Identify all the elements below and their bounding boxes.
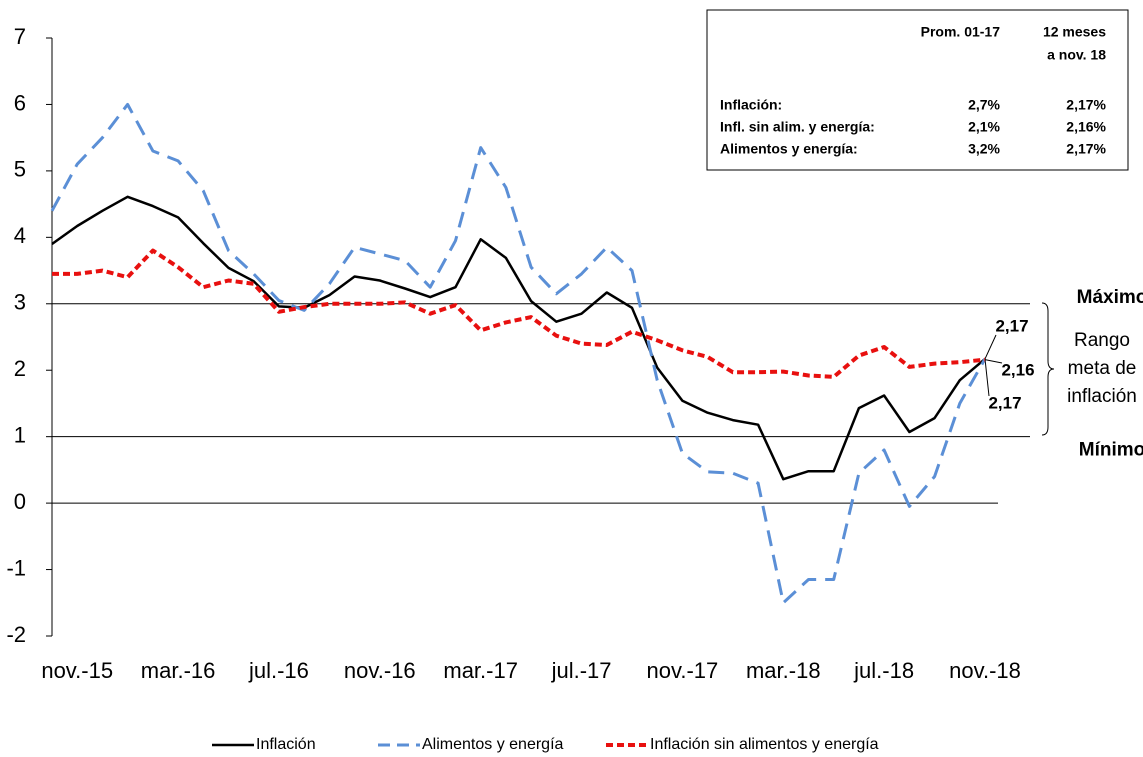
y-tick-label: 3 [14,290,26,315]
legend-label: Inflación [256,736,316,753]
table-cell: 2,17% [1066,141,1106,157]
x-tick-label: jul.-17 [551,658,612,683]
y-tick-label: 5 [14,157,26,182]
series-line [50,102,987,605]
y-tick-label: 7 [14,24,26,49]
label-leader [984,334,997,360]
range-label: Rango [1074,330,1130,351]
x-tick-label: jul.-18 [853,658,914,683]
x-tick-label: mar.-17 [443,658,518,683]
value-label: 2,17 [995,316,1028,335]
summary-box [706,9,1129,171]
table-header: a nov. 18 [1047,47,1106,63]
table-row-label: Alimentos y energía: [720,141,858,157]
x-tick-label: nov.-18 [949,658,1021,683]
series-line [51,195,986,481]
x-tick-label: nov.-16 [344,658,416,683]
y-tick-label: -2 [6,622,26,647]
label-leader [984,359,1003,364]
table-cell: 2,7% [968,97,1000,113]
y-tick-label: 6 [14,90,26,115]
table-row-label: Inflación: [720,97,782,113]
range-label: inflación [1067,386,1137,407]
reference-label: Mínimo [1079,440,1143,461]
x-tick-label: mar.-18 [746,658,821,683]
legend-label: Alimentos y energía [422,736,564,753]
legend-label: Inflación sin alimentos y energía [650,736,879,753]
reference-label: Máximo [1077,287,1143,308]
table-header: 12 meses [1043,24,1106,40]
range-brace [1041,302,1055,436]
y-tick-label: 1 [14,422,26,447]
y-tick-label: -1 [6,555,26,580]
x-tick-label: jul.-16 [248,658,309,683]
y-tick-label: 4 [14,223,26,248]
table-cell: 2,17% [1066,97,1106,113]
table-header: Prom. 01-17 [921,24,1001,40]
table-cell: 3,2% [968,141,1000,157]
x-tick-label: mar.-16 [141,658,216,683]
x-tick-label: nov.-15 [41,658,113,683]
table-cell: 2,16% [1066,119,1106,135]
value-label: 2,17 [988,393,1021,412]
x-tick-label: nov.-17 [647,658,719,683]
value-label: 2,16 [1001,360,1034,379]
series-line [52,248,986,379]
table-cell: 2,1% [968,119,1000,135]
y-tick-label: 0 [14,489,26,514]
range-label: meta de [1068,358,1137,379]
table-row-label: Infl. sin alim. y energía: [720,119,875,135]
y-tick-label: 2 [14,356,26,381]
label-leader [984,358,990,397]
